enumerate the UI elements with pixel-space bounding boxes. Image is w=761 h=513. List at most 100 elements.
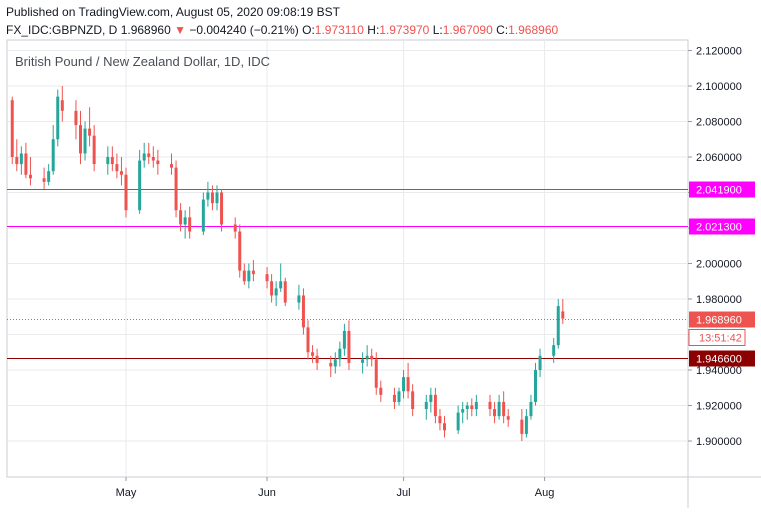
candle xyxy=(170,153,173,175)
candle-body xyxy=(461,409,465,413)
candle-body xyxy=(115,164,119,172)
candle-body xyxy=(238,231,242,271)
candle-body xyxy=(138,160,142,211)
candle xyxy=(10,96,14,165)
candle xyxy=(265,267,269,289)
candle-body xyxy=(552,345,556,356)
candle xyxy=(247,263,251,289)
candle-body xyxy=(92,135,96,165)
candle xyxy=(474,394,478,417)
candle xyxy=(297,284,301,310)
candle-body xyxy=(411,391,415,410)
candle xyxy=(338,341,342,367)
candle xyxy=(179,203,183,232)
horizontal-line-label-bg xyxy=(689,218,755,235)
down-arrow-icon: ▼ xyxy=(174,23,186,37)
candles xyxy=(10,86,565,441)
candle xyxy=(142,142,146,168)
price-axis[interactable]: 2.1200002.1000002.0800002.0600002.040000… xyxy=(688,46,742,449)
candle-body xyxy=(347,330,351,363)
candle-body xyxy=(497,401,501,417)
candle-body xyxy=(88,128,92,136)
candle xyxy=(220,188,224,232)
candle-body xyxy=(220,192,224,225)
chart-pane[interactable] xyxy=(6,39,689,478)
candle-body xyxy=(561,311,565,319)
candle xyxy=(402,370,406,399)
price-labels: 2.041900 2.021300 1.946600 1.968960 13:51:42 xyxy=(688,181,755,367)
symbol-name: FX_IDC:GBPNZD, D xyxy=(6,23,118,37)
candle xyxy=(552,338,556,363)
candle xyxy=(215,185,219,211)
candle xyxy=(233,217,237,239)
horizontal-line-label: 2.041900 xyxy=(696,185,742,197)
candle-body xyxy=(301,295,305,328)
candle-body xyxy=(151,157,155,161)
candle xyxy=(506,409,510,427)
last-price: 1.968960 xyxy=(120,23,171,37)
candle-body xyxy=(142,153,146,161)
candle xyxy=(392,387,396,410)
candle xyxy=(379,380,383,402)
last-price-label: 1.968960 xyxy=(696,315,742,327)
grid xyxy=(7,40,688,477)
candle-body xyxy=(251,270,255,275)
candle xyxy=(19,146,23,175)
candle-body xyxy=(529,401,533,417)
candle xyxy=(74,100,78,140)
candle-body xyxy=(392,394,396,402)
open-value: 1.973110 xyxy=(314,23,364,37)
candle-body xyxy=(424,401,428,410)
candle xyxy=(183,210,187,239)
candle xyxy=(424,394,428,420)
candle xyxy=(283,277,287,307)
x-tick-label: Jun xyxy=(258,487,276,499)
candle xyxy=(42,167,46,189)
candle xyxy=(15,139,19,172)
candle-body xyxy=(188,217,192,232)
candle xyxy=(115,153,119,179)
y-tick-label: 2.080000 xyxy=(696,117,742,129)
candle xyxy=(206,181,210,207)
candle xyxy=(47,164,51,186)
candle xyxy=(28,157,32,186)
candle xyxy=(465,401,469,420)
candle xyxy=(365,345,369,367)
candle-body xyxy=(470,405,474,410)
candle-body xyxy=(28,174,32,179)
close-value: 1.968960 xyxy=(508,23,559,37)
candle xyxy=(329,355,333,378)
candle-body xyxy=(24,153,28,175)
candle xyxy=(315,348,319,370)
candle-body xyxy=(520,419,524,434)
candle-body xyxy=(370,355,374,360)
candle-body xyxy=(502,401,506,417)
candle xyxy=(524,409,528,438)
candle xyxy=(374,352,378,395)
candle-body xyxy=(215,192,219,204)
candle xyxy=(51,125,55,175)
y-tick-label: 1.980000 xyxy=(696,294,742,306)
candle xyxy=(56,89,60,147)
candle xyxy=(561,299,565,324)
horizontal-line-label-bg xyxy=(689,350,755,367)
close-label: C: xyxy=(496,23,509,37)
candle-body xyxy=(242,270,246,282)
candle xyxy=(493,401,497,424)
time-axis[interactable]: May Jun Jul Aug xyxy=(116,477,555,499)
candle xyxy=(411,384,415,417)
candle xyxy=(279,263,283,292)
candle xyxy=(151,146,155,168)
candle-body xyxy=(19,153,23,165)
candle-body xyxy=(379,387,383,395)
candle xyxy=(301,288,305,335)
y-tick-label: 2.060000 xyxy=(696,152,742,164)
candle-body xyxy=(524,416,528,434)
candle-body xyxy=(106,157,110,165)
y-tick-label: 2.100000 xyxy=(696,81,742,93)
candle-body xyxy=(183,217,187,225)
published-caption: Published on TradingView.com, August 05,… xyxy=(6,5,341,19)
chart-title: British Pound / New Zealand Dollar, 1D, … xyxy=(15,54,270,69)
candle-body xyxy=(233,224,237,232)
